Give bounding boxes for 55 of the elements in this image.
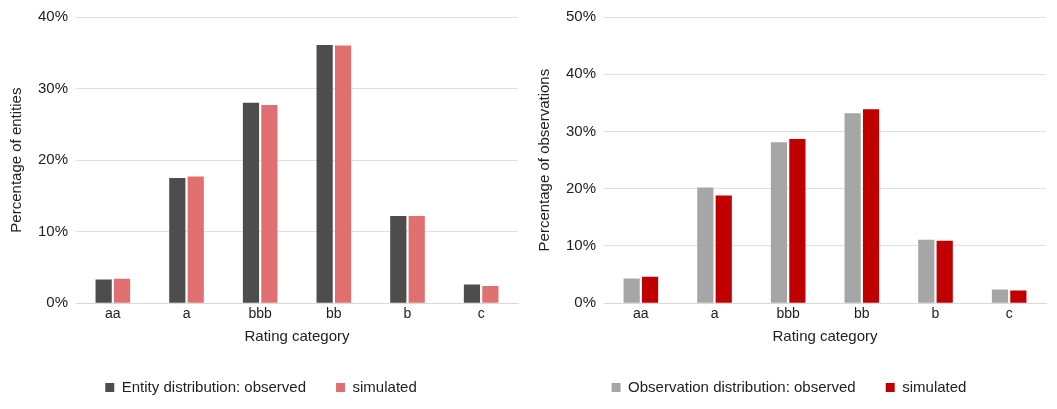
bar	[641, 276, 659, 303]
bar	[113, 278, 131, 303]
x-tick-label: a	[182, 305, 191, 322]
x-tick-label: aa	[633, 305, 649, 322]
bar	[991, 289, 1009, 303]
bar	[789, 138, 806, 303]
x-axis-title: Rating category	[772, 327, 879, 345]
bar	[715, 195, 732, 303]
bar	[242, 102, 260, 303]
bar	[1010, 290, 1027, 303]
bar	[936, 240, 953, 303]
bar	[316, 44, 333, 303]
x-tick-label: a	[710, 305, 719, 322]
bar	[334, 45, 352, 303]
bar	[169, 177, 186, 303]
bar	[463, 284, 481, 303]
x-tick-label: bb	[326, 305, 342, 322]
y-tick-label: 40%	[565, 64, 597, 82]
y-tick-label: 10%	[37, 221, 69, 239]
y-tick-label: 30%	[37, 78, 69, 96]
legend-label: Observation distribution: observed	[628, 377, 856, 395]
bar	[261, 105, 278, 303]
x-tick-label: bb	[854, 305, 870, 322]
x-tick-label: b	[931, 305, 940, 322]
x-axis-title: Rating category	[244, 327, 351, 345]
bar	[918, 239, 935, 303]
bar	[697, 187, 714, 303]
x-tick-label: bbb	[776, 305, 801, 322]
bar	[408, 215, 425, 303]
y-tick-label: 0%	[574, 293, 597, 311]
bar	[623, 278, 640, 303]
legend-label: simulated	[902, 377, 967, 395]
y-tick-label: 40%	[37, 7, 69, 25]
y-tick-label: 10%	[565, 236, 597, 254]
bar	[770, 142, 788, 303]
x-tick-label: b	[403, 305, 412, 322]
bar	[844, 113, 861, 303]
legend-label: Entity distribution: observed	[121, 377, 307, 395]
y-tick-label: 20%	[37, 150, 69, 168]
y-tick-label: 30%	[565, 121, 597, 139]
legend-label: simulated	[352, 377, 417, 395]
bar	[862, 109, 880, 303]
x-tick-label: bbb	[248, 305, 273, 322]
y-axis-title: Percentage of entities	[7, 87, 25, 233]
bar	[187, 176, 204, 303]
x-tick-label: aa	[105, 305, 121, 322]
bar	[482, 286, 499, 303]
bar	[95, 279, 112, 303]
y-axis-title: Percentage of observations	[535, 68, 553, 252]
y-tick-label: 0%	[46, 293, 69, 311]
x-tick-label: c	[477, 305, 485, 322]
x-tick-label: c	[1005, 305, 1013, 322]
y-tick-label: 20%	[565, 178, 597, 196]
y-tick-label: 50%	[565, 7, 597, 25]
bar	[390, 215, 407, 303]
